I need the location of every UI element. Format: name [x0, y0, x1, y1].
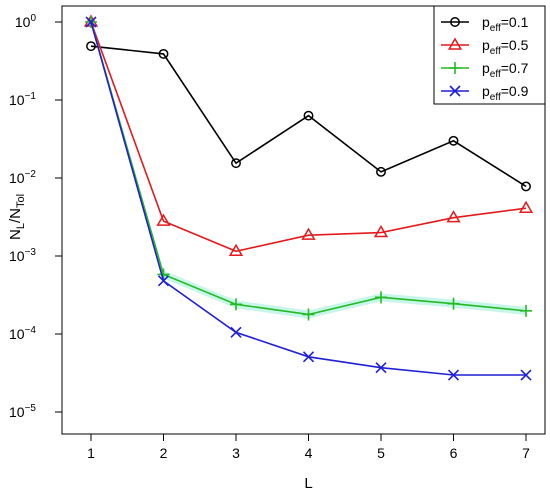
data-point [303, 110, 314, 121]
data-point [228, 243, 244, 257]
plot-frame [61, 5, 546, 435]
data-point [446, 210, 461, 223]
x-tick-label: 3 [232, 445, 240, 461]
legend-marker [450, 17, 460, 27]
data-point [85, 16, 97, 28]
x-tick-label: 1 [87, 445, 95, 461]
data-point [521, 181, 531, 192]
series-band [163, 270, 526, 319]
x-axis-title: L [304, 475, 312, 492]
legend-marker [449, 85, 461, 97]
data-point [230, 298, 242, 311]
data-point [448, 135, 459, 146]
data-point [518, 200, 534, 213]
data-point [231, 158, 241, 169]
x-tick-label: 4 [305, 445, 313, 461]
legend-label: peff=0.1 [482, 14, 529, 34]
data-point [447, 369, 460, 381]
legend-marker [447, 37, 463, 50]
y-tick-label: 10−3 [9, 247, 36, 264]
data-point [373, 225, 389, 238]
legend-label: peff=0.7 [482, 60, 529, 80]
legend-marker [449, 62, 461, 74]
series-line [90, 45, 527, 188]
data-point [157, 275, 170, 287]
series-line [90, 21, 527, 253]
data-point [376, 166, 386, 177]
series-0-9 [85, 16, 532, 381]
data-point [86, 41, 96, 52]
y-tick-label: 100 [15, 13, 37, 30]
data-point [520, 304, 532, 317]
data-point [447, 297, 460, 310]
legend-label: peff=0.9 [482, 83, 529, 103]
data-point [156, 213, 171, 226]
x-tick-label: 5 [377, 445, 385, 461]
y-tick-label: 10−2 [9, 169, 36, 186]
series-0-1 [86, 41, 531, 192]
y-axis-title: NL/NTol [7, 194, 27, 240]
y-tick-label: 10−1 [9, 91, 36, 108]
legend-label: peff=0.5 [482, 37, 529, 57]
data-point [301, 227, 316, 240]
x-tick-label: 7 [522, 445, 530, 461]
y-tick-label: 10−4 [9, 325, 36, 342]
data-point [230, 326, 242, 338]
legend: peff=0.1 peff=0.5 peff=0.7 peff=0.9 [433, 5, 546, 105]
data-point [158, 48, 169, 59]
data-point [520, 369, 532, 381]
data-point [375, 362, 387, 374]
y-tick-label: 10−5 [9, 403, 36, 420]
x-tick-label: 6 [450, 445, 458, 461]
data-point [302, 308, 315, 321]
data-point [302, 351, 315, 363]
x-tick-label: 2 [160, 445, 168, 461]
data-point [375, 291, 387, 304]
